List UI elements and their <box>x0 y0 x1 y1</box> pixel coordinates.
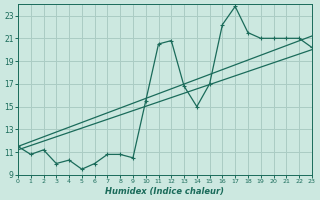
X-axis label: Humidex (Indice chaleur): Humidex (Indice chaleur) <box>105 187 224 196</box>
